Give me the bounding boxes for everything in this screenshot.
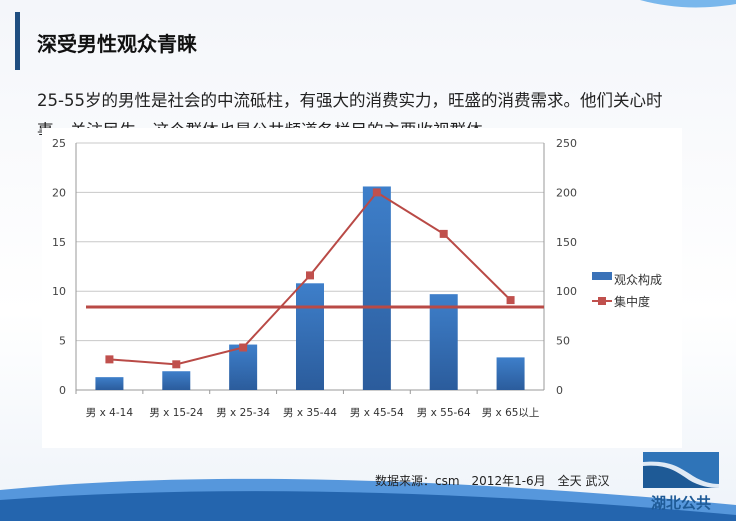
- line-marker: [306, 271, 314, 280]
- x-tick-label: 男 x 25-34: [216, 407, 270, 419]
- data-source: 数据来源：csm 2012年1-6月 全天 武汉: [375, 474, 610, 488]
- bar: [429, 294, 458, 390]
- y-left-tick-label: 15: [52, 236, 66, 249]
- y-right-tick-label: 150: [556, 236, 577, 249]
- page-title: 深受男性观众青睐: [37, 32, 197, 56]
- x-tick-label: 男 x 45-54: [350, 407, 404, 419]
- line-marker: [105, 355, 114, 364]
- line-marker: [239, 343, 248, 352]
- legend-swatch-bar: [592, 272, 612, 280]
- y-right-tick-label: 200: [556, 186, 577, 199]
- y-left-tick-label: 5: [59, 335, 66, 348]
- y-right-tick-label: 50: [556, 335, 570, 348]
- y-right-tick-label: 100: [556, 285, 577, 298]
- x-tick-label: 男 x 55-64: [417, 407, 471, 419]
- line-marker: [506, 296, 515, 305]
- bar: [95, 377, 124, 390]
- hubei-public-logo: 湖北公共: [643, 452, 719, 512]
- y-right-tick-label: 0: [556, 384, 563, 397]
- chart-panel: [42, 128, 682, 448]
- y-left-tick-label: 25: [52, 137, 66, 150]
- decorative-swoosh: [0, 491, 736, 521]
- bar: [296, 283, 324, 390]
- bar: [162, 371, 191, 390]
- line-marker: [172, 360, 181, 369]
- y-left-tick-label: 20: [52, 186, 66, 199]
- y-left-tick-label: 0: [59, 384, 66, 397]
- legend-label-concentration: 集中度: [614, 294, 650, 309]
- x-tick-label: 男 x 35-44: [283, 407, 337, 419]
- x-tick-label: 男 x 4-14: [86, 407, 134, 419]
- title-accent-bar: [15, 12, 20, 70]
- bar: [496, 357, 525, 390]
- line-marker: [372, 188, 381, 197]
- y-right-tick-label: 250: [556, 137, 577, 150]
- bar: [229, 344, 258, 390]
- decorative-swoosh: [640, 0, 736, 8]
- y-left-tick-label: 10: [52, 285, 66, 298]
- x-tick-label: 男 x 65以上: [482, 407, 540, 419]
- line-marker: [439, 229, 448, 238]
- svg-text:湖北公共: 湖北公共: [651, 494, 711, 512]
- x-tick-label: 男 x 15-24: [149, 407, 203, 419]
- legend-swatch-marker: [598, 297, 606, 305]
- legend-label-audience: 观众构成: [614, 272, 662, 287]
- bar: [362, 186, 391, 390]
